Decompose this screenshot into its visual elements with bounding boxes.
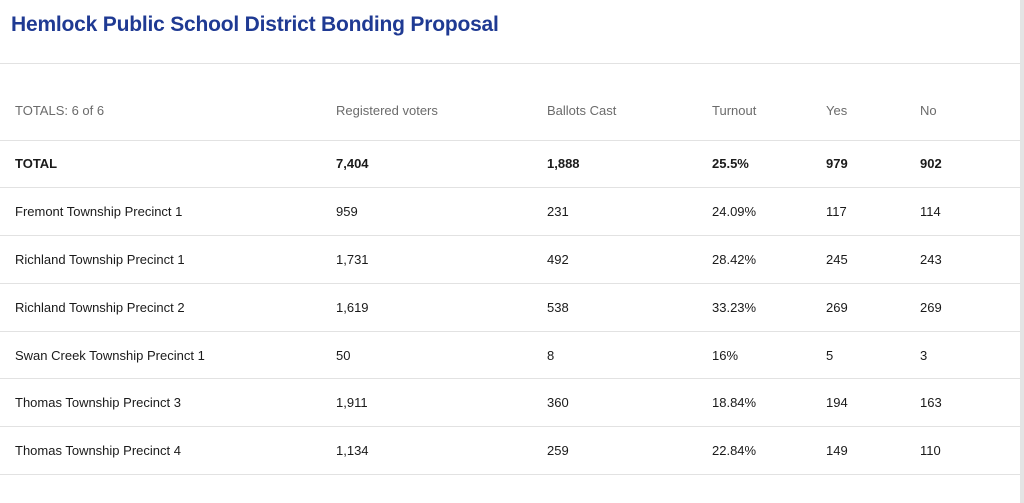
cell-no: 110 (920, 443, 941, 459)
cell-ballots-cast: 360 (547, 395, 569, 411)
cell-registered-voters: 1,134 (336, 443, 369, 459)
cell-yes: 194 (826, 395, 848, 411)
table-row-total: TOTAL 7,404 1,888 25.5% 979 902 (0, 140, 1020, 188)
table-row: Richland Township Precinct 1 1,731 492 2… (0, 235, 1020, 284)
cell-precinct: Thomas Township Precinct 3 (15, 395, 181, 411)
cell-turnout: 22.84% (712, 443, 757, 459)
cell-ballots-cast: 231 (547, 204, 569, 220)
cell-yes: 979 (826, 156, 848, 172)
header-totals: TOTALS: 6 of 6 (15, 103, 105, 119)
cell-precinct: Fremont Township Precinct 1 (15, 204, 183, 220)
cell-no: 3 (920, 347, 928, 363)
cell-registered-voters: 1,911 (336, 395, 368, 411)
table-row: Swan Creek Township Precinct 1 50 8 16% … (0, 331, 1020, 379)
cell-yes: 245 (826, 251, 848, 267)
cell-yes: 149 (826, 443, 848, 459)
cell-no: 114 (920, 204, 941, 220)
cell-precinct: Swan Creek Township Precinct 1 (15, 347, 205, 363)
cell-registered-voters: 50 (336, 347, 351, 363)
cell-turnout: 33.23% (712, 299, 757, 315)
cell-registered-voters: 959 (336, 204, 358, 220)
results-table-header: TOTALS: 6 of 6 Registered voters Ballots… (0, 64, 1020, 140)
cell-ballots-cast: 8 (547, 347, 555, 363)
cell-turnout: 18.84% (712, 395, 757, 411)
cell-ballots-cast: 492 (547, 251, 569, 267)
cell-yes: 117 (826, 204, 847, 220)
table-row: Thomas Township Precinct 3 1,911 360 18.… (0, 378, 1020, 427)
cell-yes: 269 (826, 299, 848, 315)
header-turnout: Turnout (712, 103, 757, 119)
cell-turnout: 25.5% (712, 156, 749, 172)
cell-registered-voters: 7,404 (336, 156, 369, 172)
header-registered-voters: Registered voters (336, 103, 438, 119)
header-yes: Yes (826, 103, 848, 119)
cell-registered-voters: 1,731 (336, 251, 369, 267)
cell-no: 902 (920, 156, 942, 172)
cell-registered-voters: 1,619 (336, 299, 369, 315)
cell-precinct: Thomas Township Precinct 4 (15, 443, 181, 459)
results-table-body: TOTAL 7,404 1,888 25.5% 979 902 Fremont … (0, 140, 1020, 475)
table-row: Fremont Township Precinct 1 959 231 24.0… (0, 187, 1020, 236)
header-no: No (920, 103, 937, 119)
cell-no: 163 (920, 395, 942, 411)
cell-no: 243 (920, 251, 942, 267)
header-ballots-cast: Ballots Cast (547, 103, 617, 119)
cell-turnout: 24.09% (712, 204, 757, 220)
page-title: Hemlock Public School District Bonding P… (11, 13, 499, 36)
cell-ballots-cast: 259 (547, 443, 569, 459)
cell-precinct: Richland Township Precinct 2 (15, 299, 185, 315)
header-row: TOTALS: 6 of 6 Registered voters Ballots… (0, 64, 1020, 140)
page-header: Hemlock Public School District Bonding P… (0, 0, 1024, 64)
cell-precinct: TOTAL (15, 156, 58, 172)
table-row: Thomas Township Precinct 4 1,134 259 22.… (0, 426, 1020, 475)
cell-precinct: Richland Township Precinct 1 (15, 251, 185, 267)
cell-ballots-cast: 1,888 (547, 156, 580, 172)
cell-ballots-cast: 538 (547, 299, 569, 315)
cell-turnout: 28.42% (712, 251, 757, 267)
window-edge (1020, 0, 1024, 503)
results-table: TOTALS: 6 of 6 Registered voters Ballots… (0, 64, 1020, 475)
cell-no: 269 (920, 299, 942, 315)
cell-yes: 5 (826, 347, 834, 363)
cell-turnout: 16% (712, 347, 739, 363)
table-row: Richland Township Precinct 2 1,619 538 3… (0, 283, 1020, 331)
